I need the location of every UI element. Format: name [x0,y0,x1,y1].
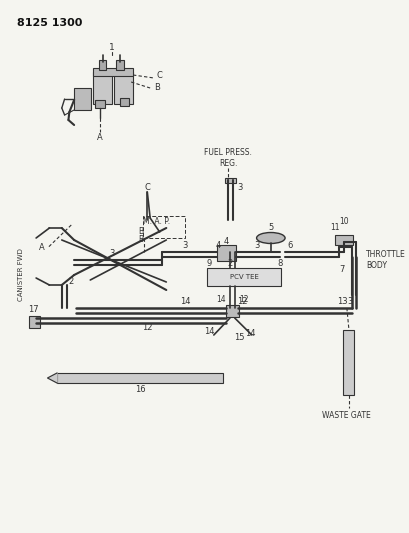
Text: 4: 4 [216,241,221,251]
Ellipse shape [256,232,284,244]
Bar [207,268,281,286]
Bar [93,68,133,76]
Bar [226,305,239,317]
Text: 8125 1300: 8125 1300 [17,18,82,28]
Bar [216,245,235,261]
Text: A: A [97,133,102,142]
Bar [119,98,129,106]
Text: 5: 5 [267,223,273,232]
Text: 11: 11 [329,223,338,232]
Text: 12: 12 [239,295,248,304]
Bar [335,235,352,245]
Text: 3: 3 [346,297,351,306]
Text: 12: 12 [142,324,152,333]
Bar [114,72,133,104]
Text: 8: 8 [277,259,282,268]
Text: CANISTER FWD: CANISTER FWD [18,248,24,302]
Bar [95,100,104,108]
Text: 14: 14 [244,328,254,337]
Text: C: C [156,71,162,80]
Bar [116,60,123,70]
Text: 2: 2 [227,259,232,268]
Text: C: C [144,183,150,192]
Text: 3: 3 [237,183,243,192]
Polygon shape [47,373,57,383]
Text: 17: 17 [28,305,38,314]
Text: THROTTLE
BODY: THROTTLE BODY [365,251,405,270]
Text: 3: 3 [182,241,188,251]
Text: 2: 2 [68,278,74,287]
Bar [29,316,40,328]
Text: B: B [138,228,143,237]
Text: 14: 14 [180,297,190,306]
Text: 13: 13 [336,297,346,306]
Text: M. A. P.: M. A. P. [143,217,170,227]
Text: 3: 3 [109,249,115,259]
Text: 1: 1 [109,44,115,52]
Text: PCV TEE: PCV TEE [229,274,258,280]
Bar [93,72,112,104]
Text: 10: 10 [338,217,348,227]
Text: 14: 14 [216,295,226,304]
Bar [74,88,91,110]
Bar [57,373,223,383]
Text: 6: 6 [286,241,292,251]
Bar [342,330,354,395]
Text: 12: 12 [236,297,247,306]
Bar [99,60,106,70]
Text: 9: 9 [206,259,211,268]
Text: B: B [153,83,160,92]
Text: A: A [39,244,45,253]
Bar [225,178,235,183]
Text: 16: 16 [135,385,146,394]
Text: WASTE GATE: WASTE GATE [322,410,370,419]
Text: 7: 7 [339,265,344,274]
Text: 15: 15 [234,334,244,343]
Text: FUEL PRESS.
REG.: FUEL PRESS. REG. [204,148,252,168]
Text: 14: 14 [203,327,214,336]
Bar [142,216,185,238]
Text: 4: 4 [223,238,228,246]
Text: B: B [138,236,143,245]
Text: 3: 3 [253,241,258,251]
